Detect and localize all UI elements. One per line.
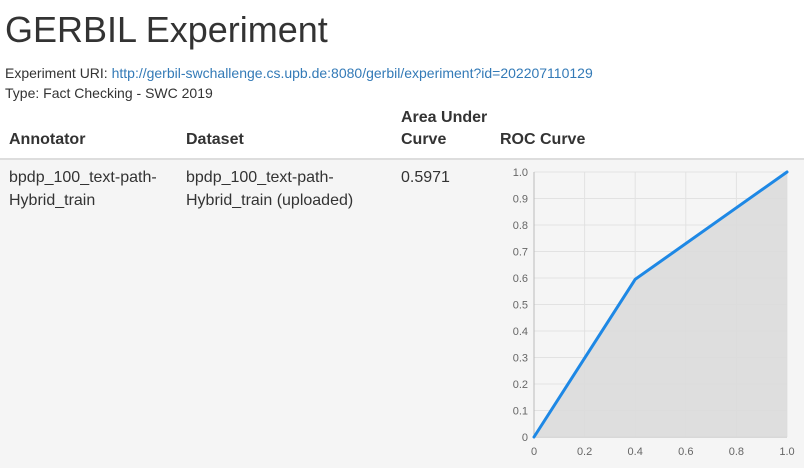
roc-area	[534, 172, 787, 437]
experiment-uri-link[interactable]: http://gerbil-swchallenge.cs.upb.de:8080…	[111, 65, 593, 81]
experiment-type-line: Type: Fact Checking - SWC 2019	[5, 84, 213, 102]
roc-chart: 0 0.1 0.2 0.3 0.4 0.5 0.6 0.7 0.8 0.9 1.0 0 0.2 0.4 0.…	[513, 167, 795, 458]
experiment-uri-label: Experiment URI:	[5, 65, 108, 81]
y-tick-label: 0.9	[513, 194, 528, 206]
x-tick-label: 0.2	[577, 446, 592, 458]
experiment-type-label: Type:	[5, 85, 40, 101]
experiment-uri-line: Experiment URI: http://gerbil-swchalleng…	[5, 64, 593, 82]
cell-auc: 0.5971	[401, 169, 450, 186]
x-tick-label: 0.4	[628, 446, 643, 458]
y-tick-label: 0.6	[513, 273, 528, 285]
dataset-line1: bpdp_100_text-path-	[186, 169, 334, 186]
x-tick-label: 0.6	[678, 446, 693, 458]
page-title: GERBIL Experiment	[5, 9, 328, 50]
y-tick-label: 0.2	[513, 379, 528, 391]
table-header-divider	[0, 158, 804, 160]
y-tick-label: 0	[522, 432, 528, 444]
annotator-line2: Hybrid_train	[9, 192, 96, 209]
y-tick-label: 0.3	[513, 353, 528, 365]
y-tick-label: 0.8	[513, 220, 528, 232]
header-auc-line2: Curve	[401, 131, 447, 148]
x-tick-label: 0.8	[729, 446, 744, 458]
cell-annotator: bpdp_100_text-path- Hybrid_train	[9, 166, 174, 212]
y-tick-label: 0.1	[513, 406, 528, 418]
y-tick-label: 0.5	[513, 300, 528, 312]
header-annotator: Annotator	[9, 131, 86, 148]
y-tick-label: 1.0	[513, 167, 528, 179]
experiment-type-value: Fact Checking - SWC 2019	[43, 85, 213, 101]
x-tick-label: 1.0	[779, 446, 794, 458]
roc-line	[532, 170, 789, 439]
y-tick-label: 0.4	[513, 326, 528, 338]
header-dataset: Dataset	[186, 131, 244, 148]
header-auc-line1: Area Under	[401, 109, 488, 126]
header-roc-curve: ROC Curve	[500, 131, 586, 148]
header-area-under-curve: Area Under Curve	[401, 107, 501, 151]
y-tick-label: 0.7	[513, 247, 528, 259]
x-tick-label: 0	[531, 446, 537, 458]
cell-dataset: bpdp_100_text-path- Hybrid_train (uploade…	[186, 166, 386, 212]
annotator-line1: bpdp_100_text-path-	[9, 169, 157, 186]
dataset-line2: Hybrid_train (uploaded)	[186, 192, 354, 209]
